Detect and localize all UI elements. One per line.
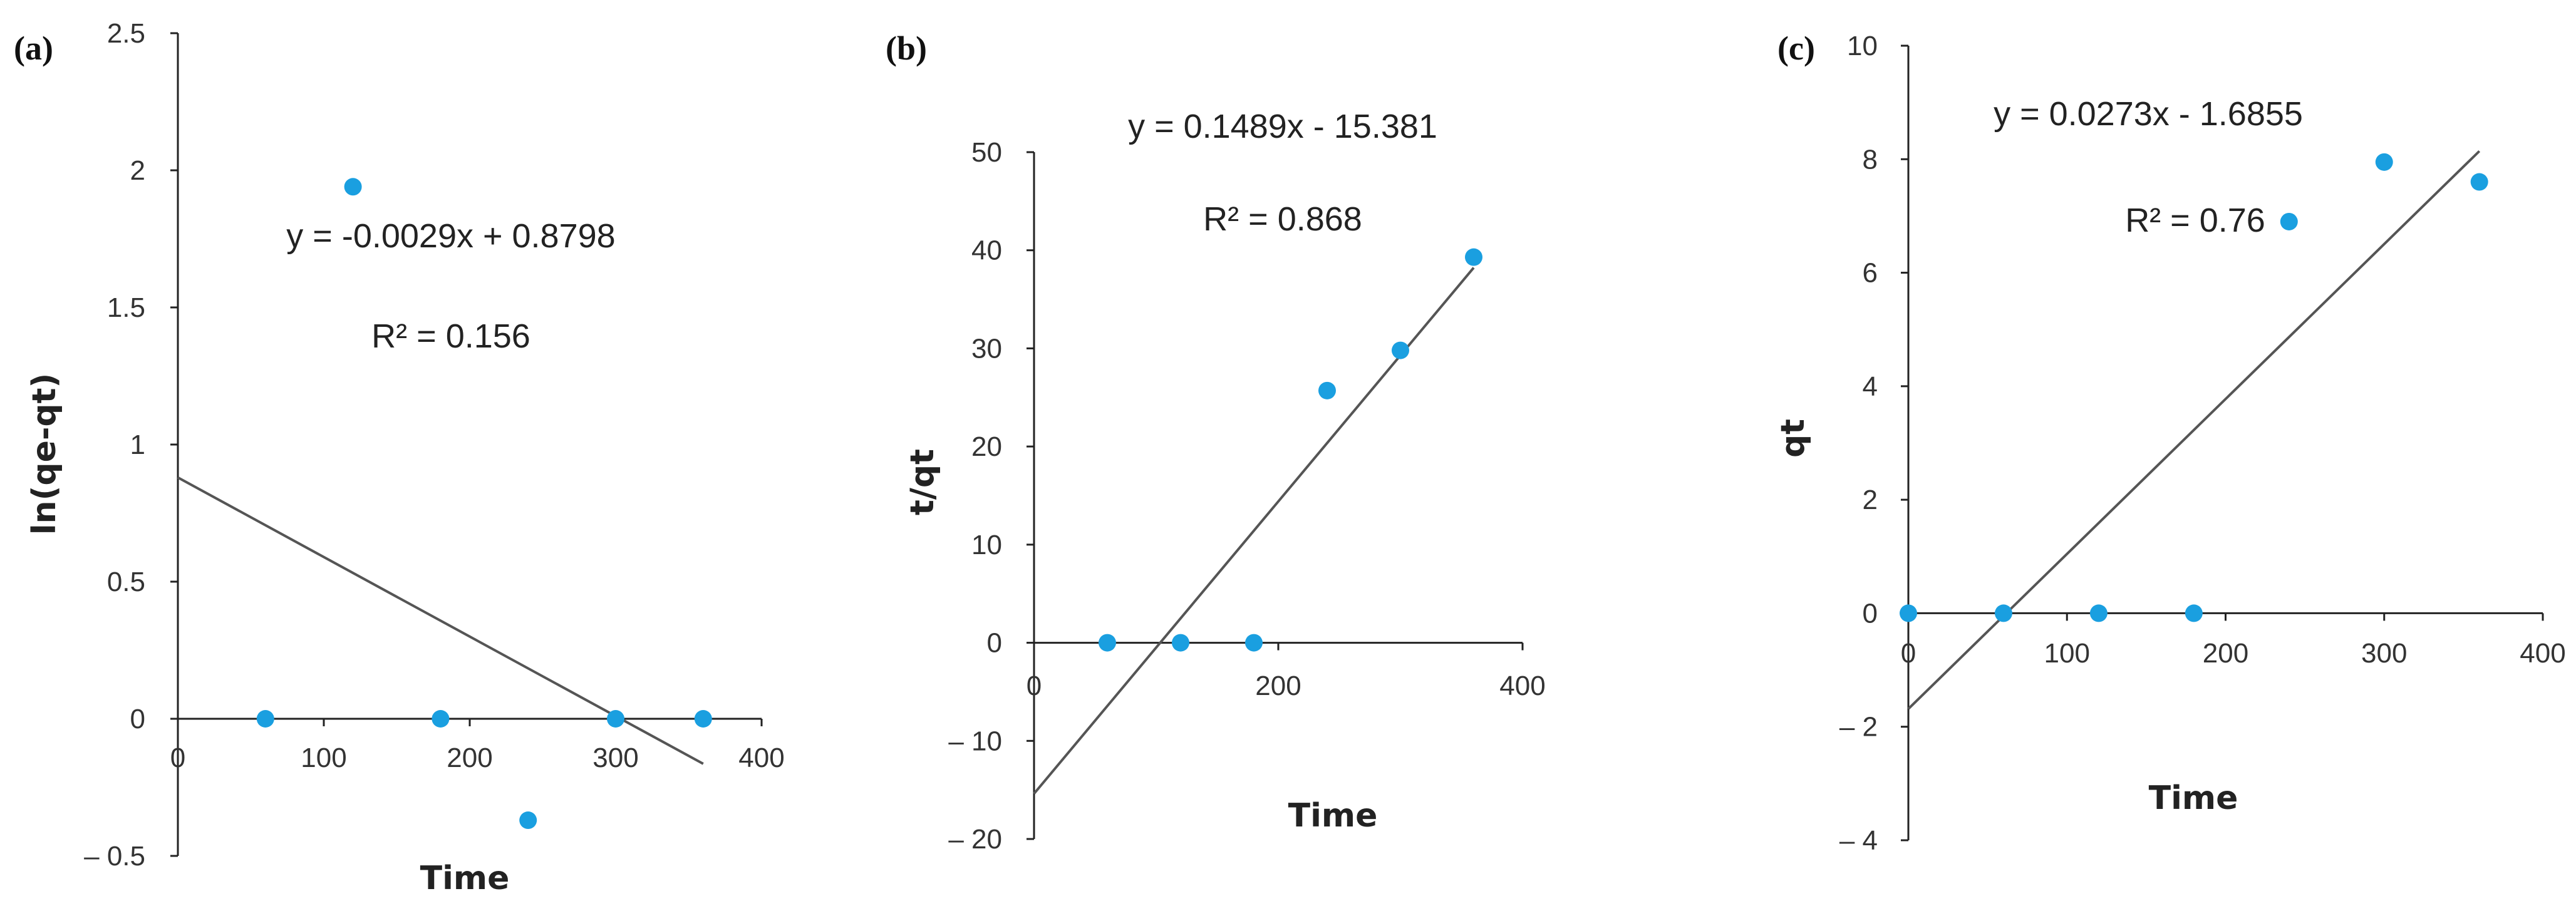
trendline-equation: y = 0.1489x - 15.381 [1128, 108, 1437, 145]
y-tick-label: 2 [130, 155, 145, 186]
y-tick-label: 40 [971, 235, 1002, 266]
x-axis-label: Time [1288, 797, 1378, 835]
data-point [607, 710, 624, 728]
x-tick-label: 100 [2044, 638, 2090, 669]
y-axis-label: t/qt [904, 449, 941, 515]
x-tick-label: 0 [170, 743, 185, 773]
trendline-equation: y = -0.0029x + 0.8798 [286, 217, 615, 255]
y-axis-label: ln(qe-qt) [26, 373, 63, 535]
data-point [1099, 634, 1116, 652]
x-tick-label: 200 [447, 743, 492, 773]
y-tick-label: 10 [1847, 31, 1878, 61]
y-tick-label: 0.5 [107, 567, 145, 597]
panel-label: (b) [886, 29, 927, 67]
x-tick-label: 200 [1255, 671, 1301, 701]
y-tick-label: 2.5 [107, 18, 145, 49]
y-tick-label: 10 [971, 530, 1002, 560]
x-axis-label: Time [2149, 780, 2238, 817]
data-point [694, 710, 712, 728]
data-point [2089, 604, 2108, 622]
y-tick-label: 4 [1863, 371, 1878, 402]
y-tick-label: – 10 [948, 726, 1002, 756]
data-point [432, 710, 450, 728]
data-point [1392, 341, 1409, 359]
data-point [2280, 212, 2298, 230]
data-point [256, 710, 274, 728]
data-point [1245, 634, 1263, 652]
r-squared-label: R² = 0.868 [1203, 200, 1362, 238]
data-point [2375, 153, 2393, 171]
y-tick-label: 6 [1863, 258, 1878, 289]
x-tick-label: 300 [2361, 638, 2407, 669]
y-tick-label: 0 [1863, 598, 1878, 629]
y-tick-label: 0 [130, 704, 145, 734]
chart-panel-2: (b) 50 40 30 20 10 0 – 10 – 20 0 200 400 Time t/qt y =… [886, 29, 1546, 855]
y-tick-label: 1 [130, 430, 145, 460]
x-tick-label: 400 [2520, 638, 2565, 669]
chart-panel-3: (c) 10 8 6 4 2 0 – 2 – 4 0 100 200 300 400 Time qt y = 0… [1774, 29, 2566, 856]
data-point [1318, 381, 1336, 399]
x-tick-label: 300 [592, 743, 638, 773]
x-tick-label: 400 [738, 743, 784, 773]
panel-label: (a) [14, 29, 53, 67]
data-point [2185, 604, 2203, 622]
x-tick-label: 100 [301, 743, 346, 773]
x-tick-label: 0 [1901, 638, 1916, 669]
data-point [1465, 248, 1482, 266]
y-tick-label: – 2 [1839, 712, 1878, 743]
data-point [519, 811, 537, 830]
y-tick-label: – 20 [948, 824, 1002, 855]
panel-label: (c) [1777, 29, 1815, 67]
data-point [2470, 173, 2488, 191]
x-axis-label: Time [420, 860, 510, 897]
r-squared-label: R² = 0.156 [371, 317, 530, 355]
x-tick-label: 400 [1499, 671, 1545, 701]
y-tick-label: 50 [971, 137, 1002, 168]
y-tick-label: 8 [1863, 144, 1878, 175]
trendline-equation: y = 0.0273x - 1.6855 [1994, 95, 2303, 133]
data-point [344, 178, 362, 196]
data-point [1172, 634, 1189, 652]
y-axis-label: qt [1774, 419, 1812, 458]
y-tick-label: 1.5 [107, 292, 145, 323]
r-squared-label: R² = 0.76 [2125, 202, 2265, 239]
x-tick-label: 0 [1027, 671, 1042, 701]
data-point [1994, 604, 2012, 622]
data-point [1900, 604, 1917, 622]
chart-panel-1: (a) 2.5 2 1.5 1 0.5 0 – 0.5 0 100 200 300 400 Time ln(… [14, 18, 785, 897]
y-tick-label: 2 [1863, 485, 1878, 515]
y-tick-label: 30 [971, 333, 1002, 364]
y-tick-label: – 4 [1839, 825, 1878, 856]
y-tick-label: 20 [971, 431, 1002, 462]
y-tick-label: – 0.5 [84, 841, 145, 872]
x-tick-label: 200 [2203, 638, 2248, 669]
y-tick-label: 0 [987, 628, 1002, 659]
